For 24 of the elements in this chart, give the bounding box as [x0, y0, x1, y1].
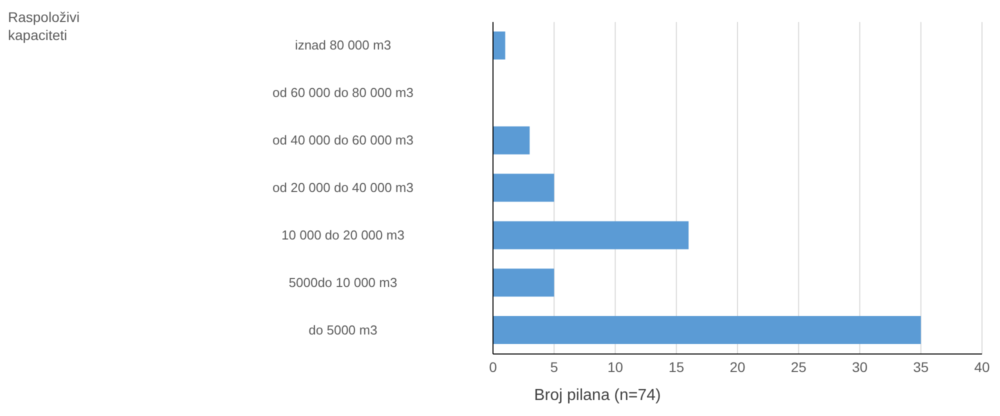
x-tick-label: 0	[489, 358, 498, 375]
bar	[493, 268, 554, 297]
x-tick-label: 35	[913, 358, 929, 375]
x-tick-label: 25	[790, 358, 807, 375]
bar	[493, 316, 921, 344]
x-tick-label: 10	[607, 358, 624, 375]
text: Raspoloživi kapaciteti	[8, 8, 81, 44]
x-tick-label: 30	[852, 358, 868, 375]
y-tick-label: 5000do 10 000 m3	[288, 274, 398, 290]
bar	[493, 31, 506, 60]
x-tick-label: 15	[668, 358, 684, 375]
bar	[493, 174, 554, 202]
y-tick-label: od 20 000 do 40 000 m3	[272, 180, 414, 195]
bar	[493, 221, 689, 250]
y-tick-label: 10 000 do 20 000 m3	[282, 227, 404, 242]
y-tick-label: iznad 80 000 m3	[294, 38, 392, 53]
x-tick-label: 5	[550, 358, 558, 375]
x-tick-label: 20	[730, 358, 746, 375]
x-axis-title: Broj pilana (n=74)	[534, 387, 661, 404]
bar	[493, 126, 530, 154]
y-tick-label: od 40 000 do 60 000 m3	[272, 132, 414, 148]
x-tick-label: 40	[974, 358, 990, 375]
y-tick-label: od 60 000 do 80 000 m3	[272, 85, 414, 100]
y-tick-label: do 5000 m3	[308, 322, 378, 338]
